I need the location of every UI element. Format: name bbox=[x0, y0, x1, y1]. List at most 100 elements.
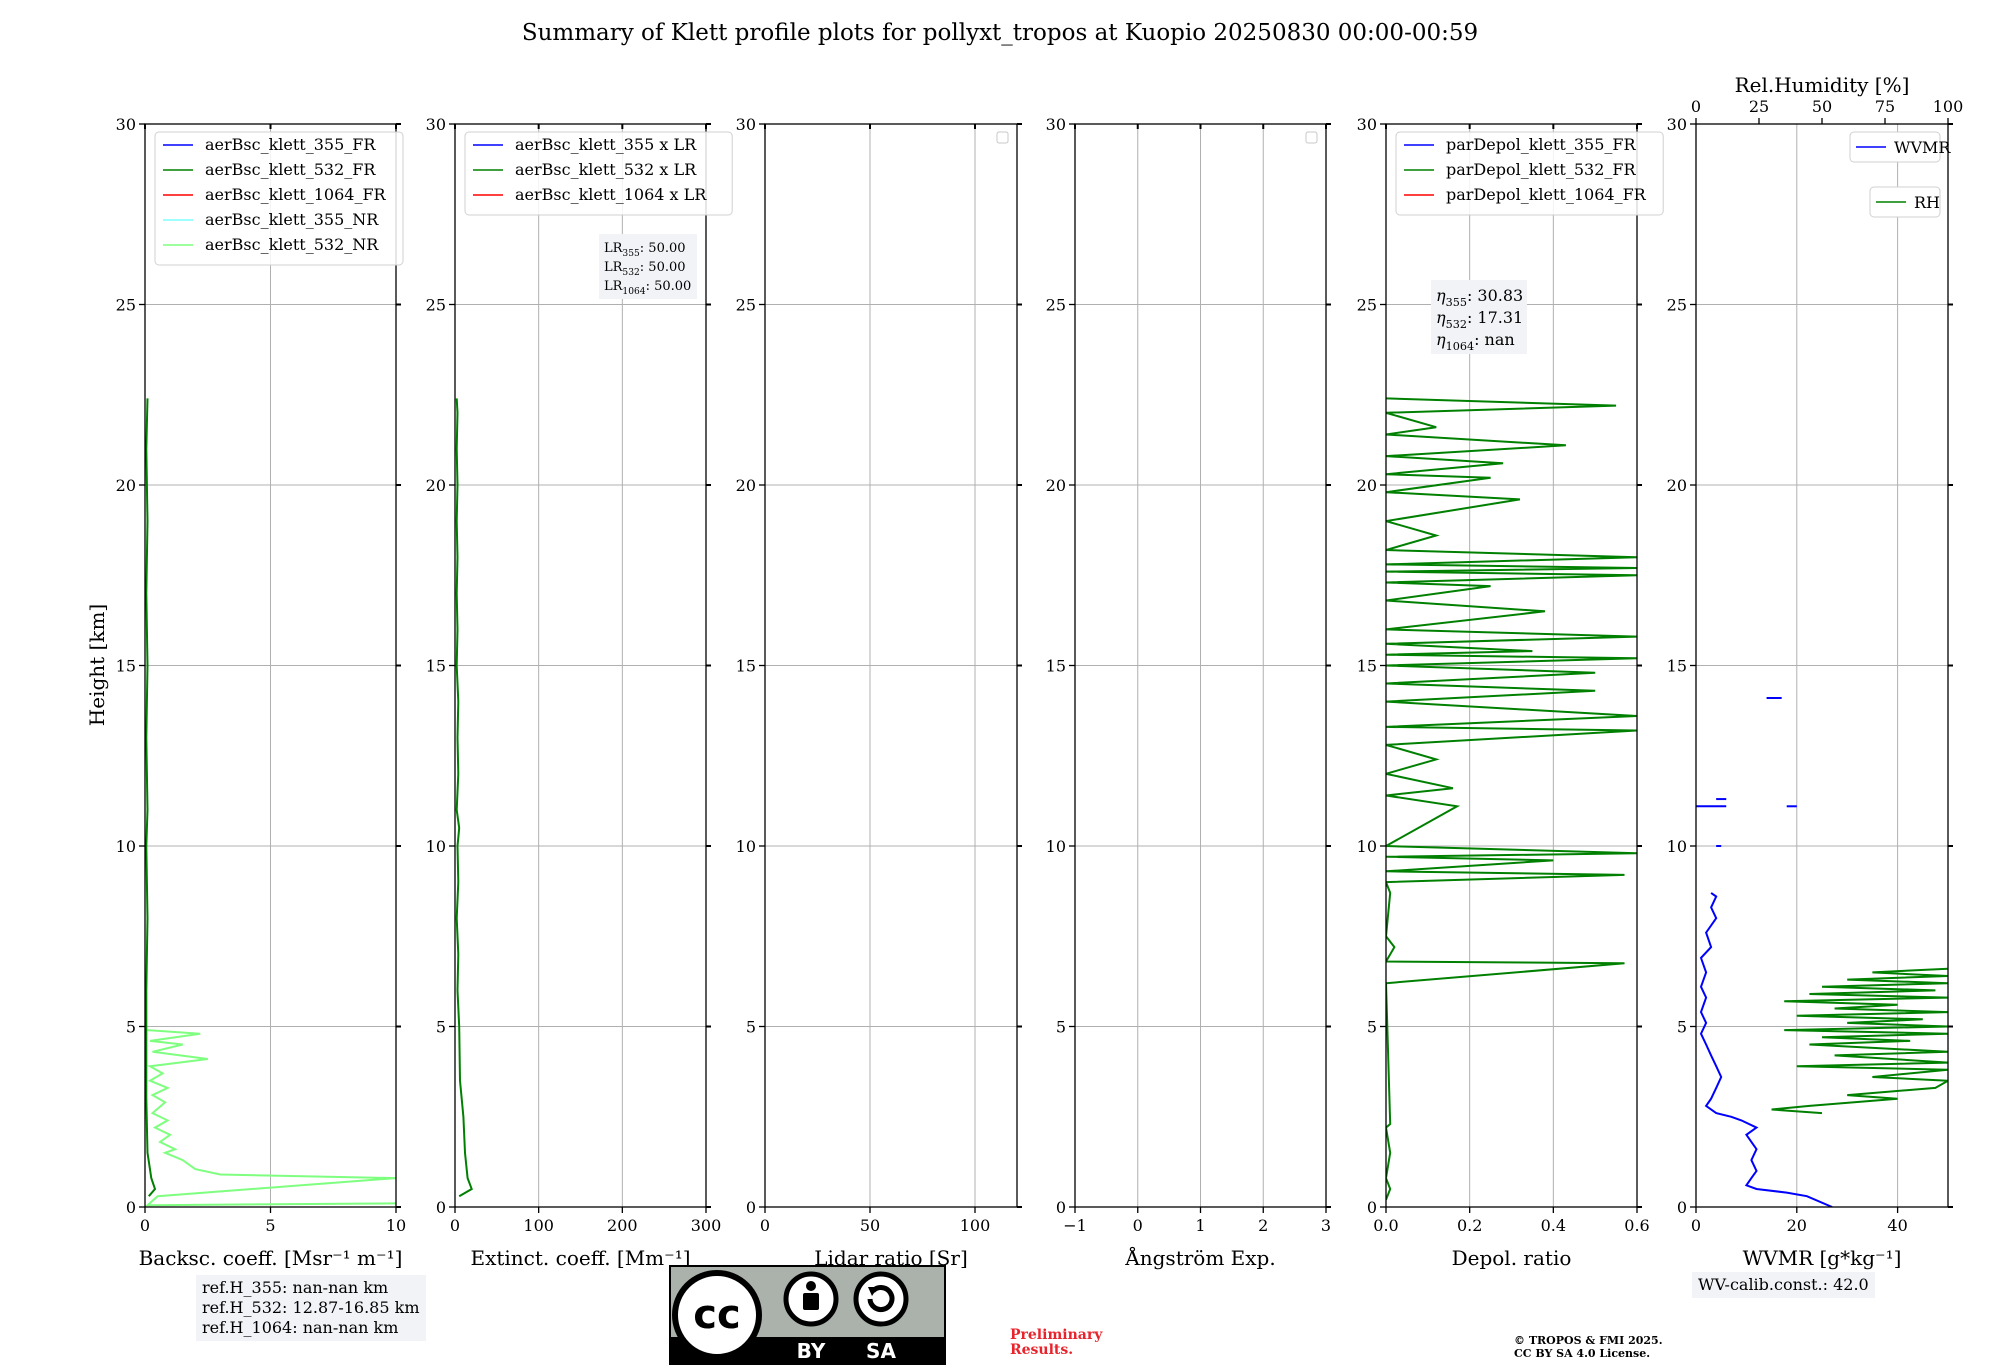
empty-legend-box bbox=[1305, 131, 1318, 144]
legend-label: WVMR bbox=[1894, 138, 1951, 157]
y-tick-label: 5 bbox=[1677, 1018, 1687, 1037]
x2-tick-label: 0 bbox=[1691, 97, 1701, 116]
legend-label: aerBsc_klett_355_FR bbox=[205, 135, 376, 154]
x-tick-label: 0 bbox=[1133, 1216, 1143, 1235]
x-tick-label: 0 bbox=[760, 1216, 770, 1235]
share-alike-arrow-icon bbox=[867, 1285, 895, 1313]
y-tick-label: 25 bbox=[1357, 296, 1377, 315]
x-axis-label: Depol. ratio bbox=[1452, 1246, 1572, 1270]
copyright-note: © TROPOS & FMI 2025. CC BY SA 4.0 Licens… bbox=[1514, 1334, 1663, 1360]
preliminary-line-1: Preliminary bbox=[1010, 1327, 1103, 1343]
ref-height-532: ref.H_532: 12.87-16.85 km bbox=[202, 1298, 420, 1317]
y-tick-label: 20 bbox=[1667, 476, 1687, 495]
series-line-RH bbox=[1771, 967, 1948, 1115]
x-tick-label: −1 bbox=[1063, 1216, 1087, 1235]
y-tick-label: 15 bbox=[736, 657, 756, 676]
cc-by-sa-logo: cc BY SA bbox=[669, 1265, 946, 1365]
legend-label: RH bbox=[1914, 193, 1940, 212]
x2-axis-label: Rel.Humidity [%] bbox=[1735, 73, 1910, 97]
legend-label: aerBsc_klett_1064_FR bbox=[205, 185, 387, 204]
x-tick-label: 0.4 bbox=[1541, 1216, 1566, 1235]
wv-calib-box: WV-calib.const.: 42.0 bbox=[1692, 1272, 1875, 1298]
legend-box bbox=[1395, 131, 1664, 216]
ref-height-box: ref.H_355: nan-nan km ref.H_532: 12.87-1… bbox=[196, 1275, 426, 1341]
y-tick-label: 0 bbox=[746, 1198, 756, 1217]
y-tick-label: 20 bbox=[736, 476, 756, 495]
x2-tick-label: 50 bbox=[1812, 97, 1832, 116]
chart-panel-depol: 0 5 10 15 20 25 30 0.0 0.2 0.4 0.6 Depol. ratio parD… bbox=[1357, 115, 1664, 1270]
x-tick-label: 2 bbox=[1258, 1216, 1268, 1235]
y-tick-label: 30 bbox=[1357, 115, 1377, 134]
info-label: η bbox=[1436, 286, 1446, 305]
cc-circle-icon bbox=[672, 1270, 762, 1360]
legend-label: aerBsc_klett_532 x LR bbox=[515, 160, 697, 179]
info-box bbox=[599, 234, 697, 299]
info-subscript: 1064 bbox=[622, 287, 645, 297]
legend-label: parDepol_klett_355_FR bbox=[1446, 135, 1637, 154]
empty-legend-box bbox=[996, 131, 1009, 144]
y-tick-label: 5 bbox=[1056, 1018, 1066, 1037]
x-tick-label: 200 bbox=[607, 1216, 638, 1235]
y-tick-label: 0 bbox=[1677, 1198, 1687, 1217]
series-line-WVMR bbox=[1699, 892, 1833, 1207]
y-tick-label: 15 bbox=[116, 657, 136, 676]
x2-tick-label: 25 bbox=[1749, 97, 1769, 116]
y-tick-label: 15 bbox=[1357, 657, 1377, 676]
y-tick-label: 15 bbox=[1046, 657, 1066, 676]
y-tick-label: 25 bbox=[736, 296, 756, 315]
info-line: η1064: nan bbox=[1436, 330, 1515, 353]
x-tick-label: 5 bbox=[265, 1216, 275, 1235]
legend-label: aerBsc_klett_532_FR bbox=[205, 160, 376, 179]
y-tick-label: 30 bbox=[1046, 115, 1066, 134]
preliminary-note: Preliminary Results. bbox=[1010, 1328, 1102, 1358]
figure-title: Summary of Klett profile plots for polly… bbox=[521, 20, 1479, 46]
ref-height-1064: ref.H_1064: nan-nan km bbox=[202, 1318, 399, 1337]
legend-label: aerBsc_klett_355 x LR bbox=[515, 135, 697, 154]
y-tick-label: 20 bbox=[426, 476, 446, 495]
legend-box bbox=[1849, 131, 1941, 163]
info-value: : 50.00 bbox=[640, 260, 686, 275]
x-tick-label: 20 bbox=[1787, 1216, 1807, 1235]
info-line: LR532: 50.00 bbox=[604, 260, 686, 278]
info-line: LR1064: 50.00 bbox=[604, 279, 691, 297]
y-tick-label: 20 bbox=[1357, 476, 1377, 495]
y-tick-label: 30 bbox=[426, 115, 446, 134]
y-tick-label: 20 bbox=[116, 476, 136, 495]
info-subscript: 1064 bbox=[1446, 340, 1474, 353]
chart-panel-bsc: 0 5 10 15 20 25 30 0 5 10 Backsc. coeff. [Msr⁻¹ m⁻… bbox=[116, 115, 407, 1270]
series-line-aerBsc_klett_532_NR bbox=[145, 1029, 396, 1207]
x2-tick-label: 100 bbox=[1933, 97, 1964, 116]
series-group bbox=[455, 398, 473, 1198]
copyright-line-2: CC BY SA 4.0 License. bbox=[1514, 1347, 1651, 1360]
series-group bbox=[1696, 696, 1948, 1207]
y-tick-label: 10 bbox=[1046, 837, 1066, 856]
info-label: LR bbox=[604, 279, 624, 294]
info-line: η532: 17.31 bbox=[1436, 308, 1523, 331]
legend-box bbox=[154, 131, 404, 266]
x-tick-label: 40 bbox=[1887, 1216, 1907, 1235]
y-tick-label: 20 bbox=[1046, 476, 1066, 495]
y-tick-label: 5 bbox=[1367, 1018, 1377, 1037]
series-line-parDepol_klett_532_FR bbox=[1386, 397, 1637, 1201]
info-subscript: 532 bbox=[1446, 318, 1467, 331]
info-subscript: 355 bbox=[1446, 296, 1467, 309]
share-alike-icon bbox=[853, 1271, 909, 1327]
x-tick-label: 1 bbox=[1195, 1216, 1205, 1235]
x-tick-label: 0 bbox=[140, 1216, 150, 1235]
x-tick-label: 100 bbox=[523, 1216, 554, 1235]
y-tick-label: 10 bbox=[116, 837, 136, 856]
x-tick-label: 0 bbox=[450, 1216, 460, 1235]
preliminary-line-2: Results. bbox=[1010, 1342, 1074, 1358]
info-label: LR bbox=[604, 241, 624, 256]
y-tick-label: 10 bbox=[1667, 837, 1687, 856]
copyright-line-1: © TROPOS & FMI 2025. bbox=[1514, 1334, 1663, 1347]
y-tick-label: 15 bbox=[1667, 657, 1687, 676]
y-tick-label: 30 bbox=[1667, 115, 1687, 134]
y-tick-label: 30 bbox=[736, 115, 756, 134]
info-value: : 17.31 bbox=[1467, 308, 1523, 327]
info-subscript: 355 bbox=[622, 249, 640, 259]
